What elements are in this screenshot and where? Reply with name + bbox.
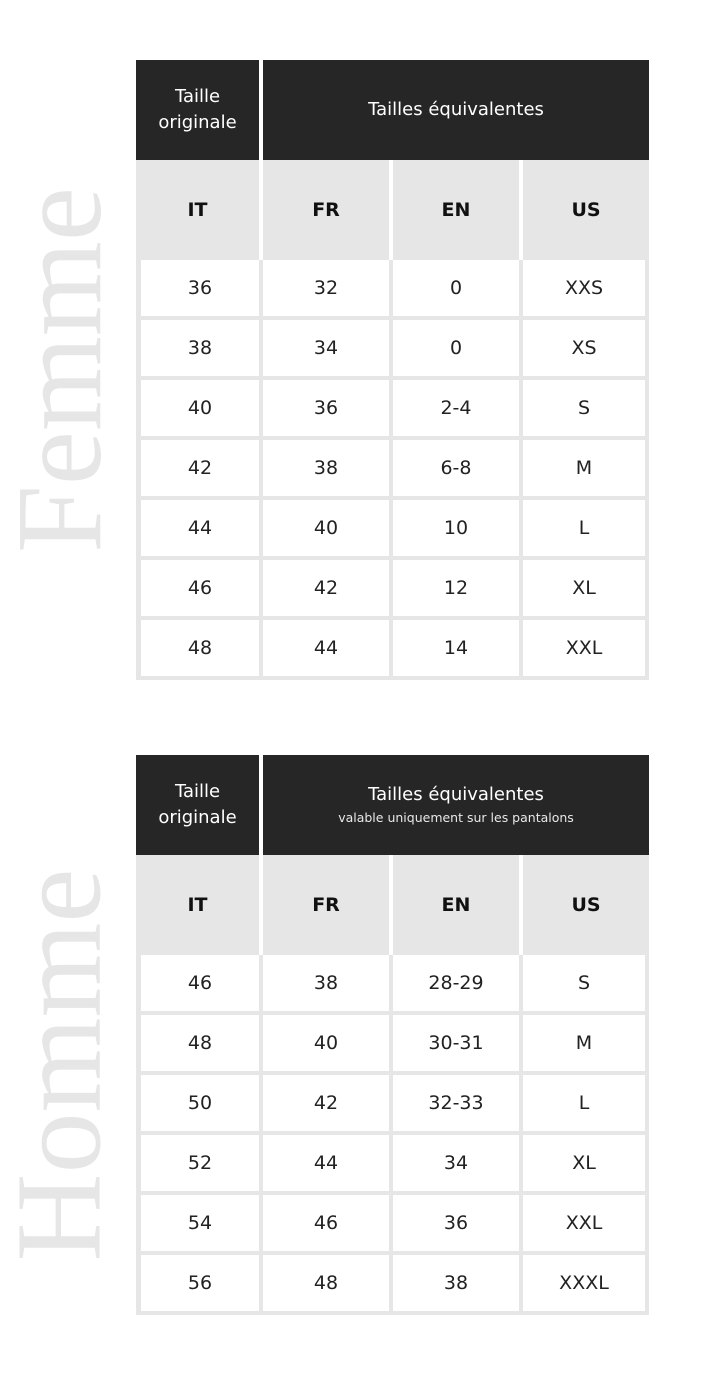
table-cell: 34	[263, 320, 389, 376]
table-cell: 48	[141, 620, 259, 676]
column-headers: IT FR EN US	[136, 855, 649, 955]
table-header: Taille originale Tailles équivalentes	[136, 60, 649, 160]
table-cell: 28-29	[393, 955, 519, 1011]
column-header-us: US	[523, 160, 649, 260]
table-cell: S	[523, 955, 645, 1011]
femme-side-label: Femme	[0, 187, 128, 553]
table-cell: 50	[141, 1075, 259, 1131]
table-cell: 38	[263, 955, 389, 1011]
column-header-us: US	[523, 855, 649, 955]
table-cell: 30-31	[393, 1015, 519, 1071]
table-row: 40 36 2-4 S	[141, 380, 645, 436]
table-cell: L	[523, 500, 645, 556]
table-cell: 54	[141, 1195, 259, 1251]
original-size-header: Taille originale	[136, 755, 259, 855]
femme-size-table: Taille originale Tailles équivalentes IT F…	[136, 60, 649, 680]
equivalent-sizes-header: Tailles équivalentes	[263, 60, 649, 160]
column-header-en: EN	[393, 855, 519, 955]
table-cell: S	[523, 380, 645, 436]
column-header-fr: FR	[263, 855, 389, 955]
table-cell: 40	[141, 380, 259, 436]
table-cell: 40	[263, 1015, 389, 1071]
table-cell: 42	[263, 1075, 389, 1131]
table-cell: 38	[141, 320, 259, 376]
table-cell: 44	[263, 1135, 389, 1191]
table-row: 48 40 30-31 M	[141, 1015, 645, 1071]
table-cell: 36	[141, 260, 259, 316]
table-cell: XXXL	[523, 1255, 645, 1311]
table-cell: 38	[263, 440, 389, 496]
table-cell: 42	[141, 440, 259, 496]
table-cell: 32	[263, 260, 389, 316]
table-cell: 0	[393, 260, 519, 316]
table-header: Taille originale Tailles équivalentes val…	[136, 755, 649, 855]
table-cell: 34	[393, 1135, 519, 1191]
table-row: 56 48 38 XXXL	[141, 1255, 645, 1311]
table-row: 36 32 0 XXS	[141, 260, 645, 316]
column-header-en: EN	[393, 160, 519, 260]
column-header-fr: FR	[263, 160, 389, 260]
table-cell: M	[523, 1015, 645, 1071]
table-row: 42 38 6-8 M	[141, 440, 645, 496]
table-cell: 14	[393, 620, 519, 676]
table-cell: 48	[263, 1255, 389, 1311]
table-cell: 36	[393, 1195, 519, 1251]
equivalent-sizes-header: Tailles équivalentes valable uniquement s…	[263, 755, 649, 855]
table-cell: 12	[393, 560, 519, 616]
homme-size-table: Taille originale Tailles équivalentes val…	[136, 755, 649, 1315]
table-cell: 0	[393, 320, 519, 376]
table-cell: XS	[523, 320, 645, 376]
table-row: 44 40 10 L	[141, 500, 645, 556]
table-row: 54 46 36 XXL	[141, 1195, 645, 1251]
table-cell: M	[523, 440, 645, 496]
table-cell: L	[523, 1075, 645, 1131]
table-row: 46 42 12 XL	[141, 560, 645, 616]
table-row: 48 44 14 XXL	[141, 620, 645, 676]
table-cell: 32-33	[393, 1075, 519, 1131]
table-cell: 52	[141, 1135, 259, 1191]
table-cell: 46	[141, 560, 259, 616]
table-cell: 10	[393, 500, 519, 556]
table-cell: 44	[263, 620, 389, 676]
header-note: valable uniquement sur les pantalons	[338, 810, 574, 826]
table-cell: 46	[263, 1195, 389, 1251]
column-header-it: IT	[136, 160, 259, 260]
original-size-header: Taille originale	[136, 60, 259, 160]
table-cell: XL	[523, 560, 645, 616]
table-row: 46 38 28-29 S	[141, 955, 645, 1011]
table-cell: 46	[141, 955, 259, 1011]
column-header-it: IT	[136, 855, 259, 955]
table-cell: 6-8	[393, 440, 519, 496]
table-cell: 40	[263, 500, 389, 556]
table-row: 50 42 32-33 L	[141, 1075, 645, 1131]
table-cell: XL	[523, 1135, 645, 1191]
table-row: 38 34 0 XS	[141, 320, 645, 376]
column-headers: IT FR EN US	[136, 160, 649, 260]
table-cell: 2-4	[393, 380, 519, 436]
homme-side-label: Homme	[0, 868, 128, 1262]
table-cell: 38	[393, 1255, 519, 1311]
table-row: 52 44 34 XL	[141, 1135, 645, 1191]
table-cell: 44	[141, 500, 259, 556]
table-cell: 42	[263, 560, 389, 616]
table-cell: XXS	[523, 260, 645, 316]
table-cell: 48	[141, 1015, 259, 1071]
table-cell: XXL	[523, 1195, 645, 1251]
table-cell: 36	[263, 380, 389, 436]
table-cell: XXL	[523, 620, 645, 676]
table-cell: 56	[141, 1255, 259, 1311]
